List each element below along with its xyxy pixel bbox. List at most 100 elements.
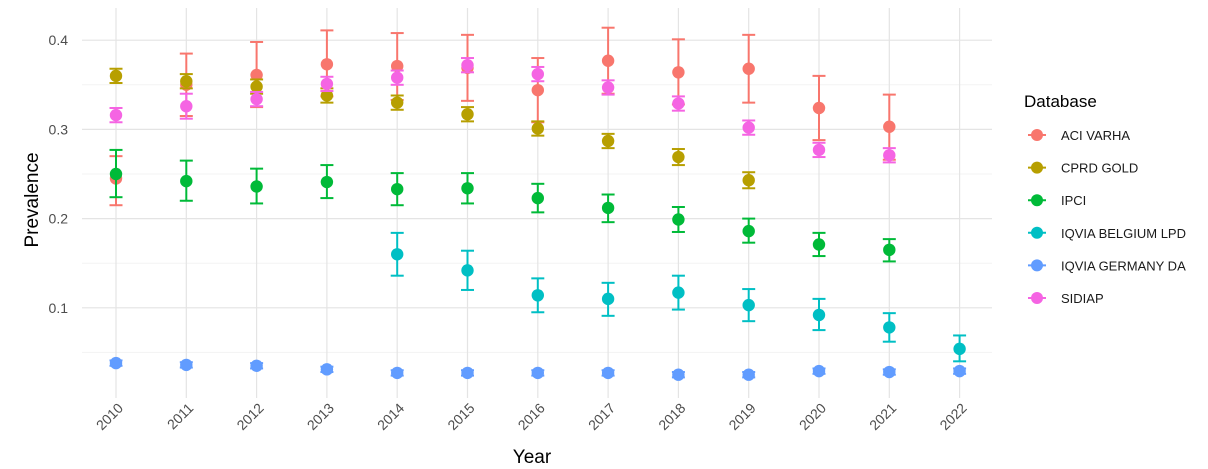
legend-key-dot <box>1031 259 1043 272</box>
series-iqvia-belgium-lpd <box>390 231 967 363</box>
data-point <box>250 180 263 193</box>
data-point <box>109 167 123 181</box>
data-point <box>812 308 826 322</box>
series-aci-varha <box>109 26 896 207</box>
x-tick-label: 2016 <box>515 400 548 433</box>
data-point <box>672 66 685 79</box>
legend-title: Database <box>1024 92 1097 111</box>
legend-label: IPCI <box>1061 193 1086 208</box>
legend-item: IQVIA GERMANY DA <box>1028 258 1186 273</box>
data-point <box>742 174 755 187</box>
data-point <box>672 150 685 164</box>
x-tick-label: 2018 <box>655 400 688 433</box>
data-point <box>531 289 544 302</box>
y-tick-label: 0.2 <box>49 211 69 227</box>
data-point <box>883 120 896 133</box>
x-tick-label: 2020 <box>796 400 829 433</box>
data-point <box>742 121 755 134</box>
legend-key-dot <box>1031 226 1043 239</box>
data-point <box>320 175 334 189</box>
data-point <box>180 358 193 372</box>
data-point <box>391 366 404 380</box>
legend-item: SIDIAP <box>1028 291 1104 306</box>
x-axis-ticks: 2010 2011 2012 2013 2014 2015 2016 2017 2018 2019… <box>93 400 970 433</box>
legend-label: IQVIA GERMANY DA <box>1061 258 1186 273</box>
x-tick-label: 2013 <box>304 400 337 433</box>
data-point <box>391 182 404 196</box>
data-point <box>531 67 544 81</box>
x-tick-label: 2019 <box>725 400 758 433</box>
data-point <box>250 92 263 106</box>
data-point <box>461 108 474 121</box>
data-point <box>672 286 685 299</box>
data-point <box>953 342 966 356</box>
y-axis-ticks: 0.1 0.2 0.3 0.4 <box>49 32 69 316</box>
x-tick-label: 2014 <box>374 400 407 433</box>
legend-key-dot <box>1031 161 1043 174</box>
data-point <box>461 366 474 380</box>
data-series <box>109 26 967 381</box>
data-point <box>461 264 474 277</box>
data-point <box>531 366 544 380</box>
data-point <box>391 59 404 73</box>
data-point <box>601 81 615 94</box>
x-tick-label: 2022 <box>936 400 969 433</box>
data-point <box>883 365 896 379</box>
x-tick-label: 2012 <box>233 400 266 433</box>
y-tick-label: 0.1 <box>49 300 69 316</box>
legend: Database ACI VARHA CPRD GOLD IPCI IQVIA BEL… <box>1024 92 1186 306</box>
data-point <box>250 359 263 372</box>
series-cprd-gold <box>109 67 756 190</box>
data-point <box>391 248 404 261</box>
data-point <box>180 174 193 188</box>
data-point <box>320 77 334 91</box>
data-point <box>180 100 193 113</box>
legend-item: IQVIA BELGIUM LPD <box>1028 226 1186 241</box>
data-point <box>461 58 474 72</box>
x-tick-label: 2015 <box>444 400 477 433</box>
series-sidiap <box>109 57 896 164</box>
data-point <box>180 75 193 88</box>
data-point <box>391 71 404 84</box>
data-point <box>601 201 615 215</box>
x-axis-title: Year <box>513 447 552 468</box>
legend-key-dot <box>1031 194 1043 207</box>
legend-item: ACI VARHA <box>1028 128 1130 143</box>
data-point <box>250 68 263 82</box>
data-point <box>742 298 755 312</box>
x-tick-label: 2011 <box>164 400 197 433</box>
legend-label: CPRD GOLD <box>1061 161 1138 176</box>
data-point <box>672 213 685 226</box>
data-point <box>531 83 544 97</box>
data-point <box>742 224 755 238</box>
data-point <box>601 292 615 306</box>
legend-key-dot <box>1031 292 1043 304</box>
data-point <box>250 80 263 93</box>
data-point <box>742 368 755 381</box>
data-point <box>883 321 896 334</box>
legend-key-dot <box>1031 129 1043 141</box>
data-point <box>812 364 826 378</box>
legend-label: SIDIAP <box>1061 291 1104 306</box>
data-point <box>109 356 123 370</box>
data-point <box>812 101 826 115</box>
x-tick-label: 2017 <box>585 400 618 433</box>
x-tick-label: 2021 <box>866 400 899 433</box>
data-point <box>883 149 896 162</box>
data-point <box>391 96 404 109</box>
data-point <box>320 58 334 71</box>
legend-item: CPRD GOLD <box>1028 161 1138 176</box>
x-tick-label: 2010 <box>93 400 126 433</box>
legend-label: IQVIA BELGIUM LPD <box>1061 226 1186 241</box>
series-iqvia-germany-da <box>109 356 967 381</box>
data-point <box>109 108 123 122</box>
data-point <box>883 243 896 257</box>
series-ipci <box>109 148 896 263</box>
y-axis-title: Prevalence <box>22 152 43 247</box>
legend-item: IPCI <box>1028 193 1086 208</box>
data-point <box>672 368 685 381</box>
data-point <box>531 191 544 205</box>
data-point <box>461 182 474 195</box>
data-point <box>672 97 685 110</box>
data-point <box>109 69 123 83</box>
